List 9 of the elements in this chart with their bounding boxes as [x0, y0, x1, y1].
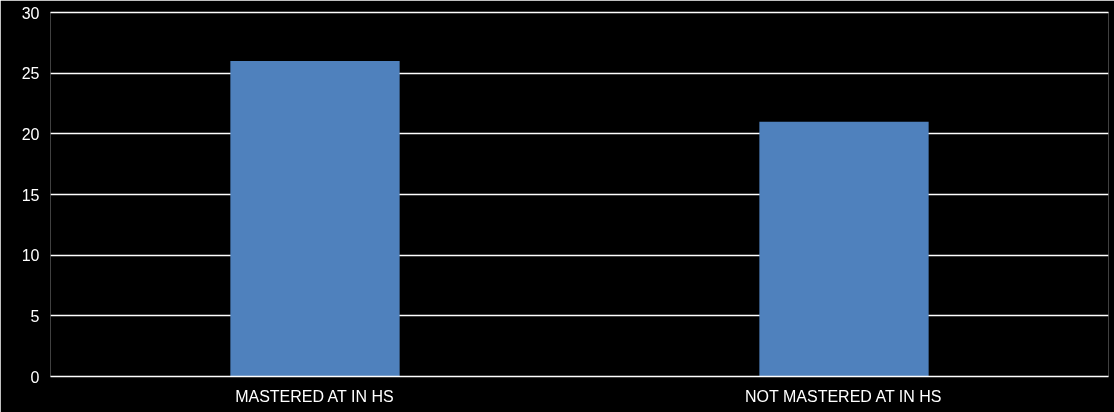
- y-tick-label: 5: [30, 307, 40, 325]
- y-tick-label: 25: [21, 65, 40, 83]
- x-tick-label: MASTERED AT IN HS: [235, 387, 394, 405]
- y-tick-label: 0: [30, 368, 40, 386]
- y-tick-label: 10: [21, 247, 40, 265]
- y-tick-label: 30: [21, 4, 40, 22]
- y-tick-label: 15: [21, 186, 40, 204]
- x-tick-label: NOT MASTERED AT IN HS: [745, 387, 942, 405]
- y-tick-label: 20: [21, 125, 40, 143]
